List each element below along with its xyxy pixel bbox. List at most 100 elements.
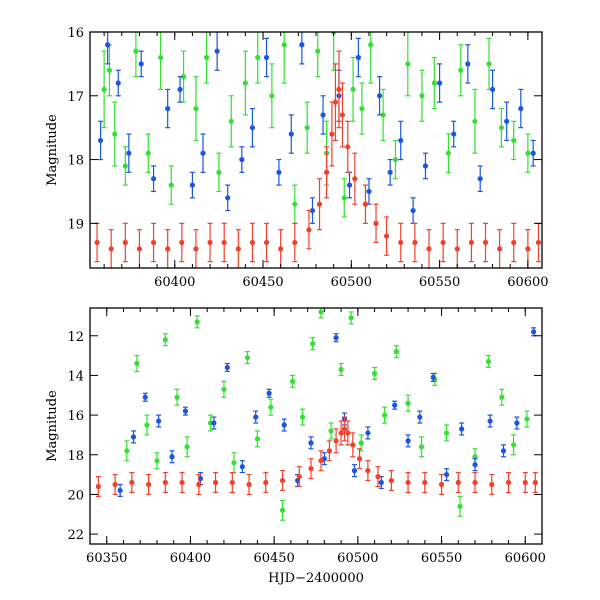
green-point-34 [486,37,492,91]
green-marker [231,460,237,466]
red-point-15 [326,440,332,462]
blue-point-10 [253,410,259,424]
red-marker [333,438,339,444]
green-point-33 [499,388,505,406]
red-point-34 [497,229,503,268]
red-marker [511,239,517,246]
green-point-9 [193,76,199,142]
green-point-17 [292,184,298,224]
red-point-21 [356,448,363,470]
red-point-27 [438,473,445,496]
blue-point-9 [239,460,245,474]
blue-point-8 [224,362,230,373]
blue-marker [451,131,457,137]
green-marker [498,125,504,131]
green-marker [292,201,298,207]
red-point-14 [318,450,324,472]
blue-point-28 [422,152,429,180]
red-point-25 [405,472,411,494]
blue-marker [376,93,383,99]
red-point-23 [352,152,358,205]
green-point-14 [255,32,261,84]
green-point-6 [184,436,190,458]
blue-marker [150,176,157,182]
x-tick-label: 60600 [505,551,546,566]
green-marker [193,105,199,112]
blue-marker [405,438,411,444]
green-marker [268,404,274,410]
red-point-22 [345,120,351,173]
blue-marker [117,487,123,494]
blue-marker [126,150,132,156]
red-marker [326,448,332,454]
blue-point-11 [266,388,272,398]
red-point-13 [278,229,284,268]
blue-point-6 [165,88,171,129]
red-point-17 [323,146,330,199]
blue-point-31 [465,44,471,84]
green-point-24 [382,406,388,424]
green-marker [122,163,128,169]
x-tick-label: 60400 [154,275,195,290]
green-point-15 [289,374,296,388]
blue-point-15 [276,158,282,186]
green-marker [269,93,275,99]
bottom-panel: 60350 60400 60450 60500 60550 60600 12 14 16 18 20… [45,307,546,586]
green-point-0 [124,440,130,462]
green-marker [382,412,388,418]
red-marker [532,479,538,486]
green-point-32 [485,354,492,369]
blue-point-26 [398,120,404,161]
red-marker [308,466,314,472]
blue-marker [211,420,217,426]
red-marker [455,479,461,486]
green-point-18 [304,101,310,154]
green-marker [380,112,386,118]
red-point-11 [279,470,286,492]
red-marker [150,239,157,246]
green-point-35 [524,410,530,428]
red-marker [373,220,379,226]
red-marker [323,169,330,175]
blue-marker [366,188,372,195]
green-point-7 [194,315,200,329]
y-tick-label: 16 [67,409,84,424]
blue-marker [320,112,326,118]
blue-marker [459,426,465,432]
blue-point-13 [249,107,256,148]
blue-marker [239,156,245,163]
green-marker [405,400,411,406]
blue-marker [309,207,316,214]
top-panel-ticks: 60400 60450 60500 60550 60600 16 17 18 19 [67,26,548,290]
red-marker [438,481,445,488]
green-point-11 [216,152,222,193]
green-marker [289,378,296,384]
green-point-12 [254,430,261,448]
green-marker [221,386,227,392]
red-point-18 [341,416,348,442]
blue-point-16 [333,333,339,343]
green-marker [350,86,356,93]
blue-point-27 [410,197,416,224]
red-marker [296,473,302,480]
blue-marker [288,131,294,137]
red-point-8 [229,472,235,494]
red-marker [229,479,235,486]
blue-marker [333,335,339,341]
green-point-10 [203,32,210,84]
red-marker [179,479,185,486]
blue-marker [500,448,507,454]
red-marker [352,176,358,182]
red-point-15 [306,209,312,250]
red-point-33 [532,472,538,494]
green-marker [133,48,139,54]
y-tick-label: 16 [67,26,84,41]
red-point-25 [373,203,379,244]
x-tick-label: 60500 [337,551,378,566]
green-point-31 [445,133,452,173]
green-point-8 [180,50,187,103]
blue-marker [518,105,524,112]
red-marker [336,86,342,93]
blue-point-18 [309,197,316,224]
blue-point-5 [150,165,157,193]
